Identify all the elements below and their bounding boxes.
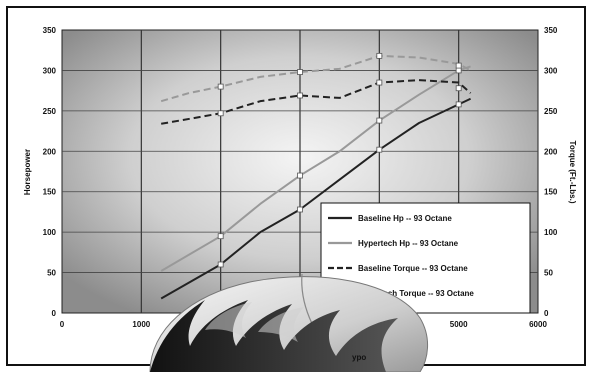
data-point-marker [376, 117, 383, 124]
data-point-marker [376, 146, 383, 153]
legend-label-1: Hypertech Hp -- 93 Octane [358, 239, 459, 248]
y-right-tick-label: 50 [544, 269, 553, 278]
flame-mouse-illustration: ypo [149, 273, 428, 372]
data-point-marker [297, 172, 303, 179]
series-markers [217, 52, 462, 268]
data-point-marker [455, 67, 462, 74]
y-right-tick-label: 200 [544, 147, 558, 156]
data-point-marker [217, 83, 224, 90]
y-right-tick-label: 300 [544, 66, 558, 75]
y-left-tick-label: 350 [43, 26, 57, 35]
series-line-3 [160, 54, 472, 103]
y-left-tick-label: 100 [43, 228, 57, 237]
data-point-marker [455, 101, 462, 108]
y-axis-right-title: Torque (Ft.-Lbs.) [568, 141, 577, 204]
y-right-tick-label: 100 [544, 228, 558, 237]
data-point-marker [455, 62, 462, 69]
y-axis-right-ticks: 0 50 100 150 200 250 300 350 [544, 26, 558, 318]
series-line-1 [160, 65, 471, 272]
y-left-tick-label: 50 [47, 269, 56, 278]
partial-x-axis-label: ypo [352, 353, 366, 362]
y-right-tick-label: 150 [544, 188, 558, 197]
y-axis-left-title: Horsepower [23, 149, 32, 195]
data-point-marker [376, 79, 383, 86]
x-tick-label: 5000 [450, 320, 468, 329]
y-left-tick-label: 250 [43, 107, 57, 116]
legend-label-3: Hypertech Torque -- 93 Octane [358, 289, 474, 298]
y-right-tick-label: 0 [544, 309, 549, 318]
flame-highlight-2 [258, 307, 304, 342]
x-tick-label: 0 [60, 320, 65, 329]
y-left-tick-label: 0 [52, 309, 57, 318]
y-right-tick-label: 350 [544, 26, 558, 35]
x-tick-label: 6000 [529, 320, 547, 329]
x-tick-label: 1000 [132, 320, 150, 329]
flame-decal [150, 300, 398, 372]
data-point-marker [217, 233, 224, 240]
y-left-tick-label: 300 [43, 66, 57, 75]
series-line-0 [160, 97, 471, 300]
legend-label-0: Baseline Hp -- 93 Octane [358, 214, 452, 223]
data-point-marker [376, 52, 383, 59]
flame-highlight-1 [205, 302, 252, 338]
series-line-2 [160, 79, 472, 125]
y-left-tick-label: 200 [43, 147, 57, 156]
legend-label-2: Baseline Torque -- 93 Octane [358, 264, 468, 273]
series-lines [160, 54, 472, 300]
y-left-tick-label: 150 [43, 188, 57, 197]
data-point-marker [217, 261, 224, 268]
y-right-tick-label: 250 [544, 107, 558, 116]
data-point-marker [217, 110, 224, 117]
data-point-marker [297, 69, 303, 75]
data-point-marker [297, 92, 303, 99]
y-axis-left-ticks: 0 50 100 150 200 250 300 350 [43, 26, 57, 318]
data-point-marker [455, 85, 462, 92]
data-point-marker [297, 206, 303, 213]
